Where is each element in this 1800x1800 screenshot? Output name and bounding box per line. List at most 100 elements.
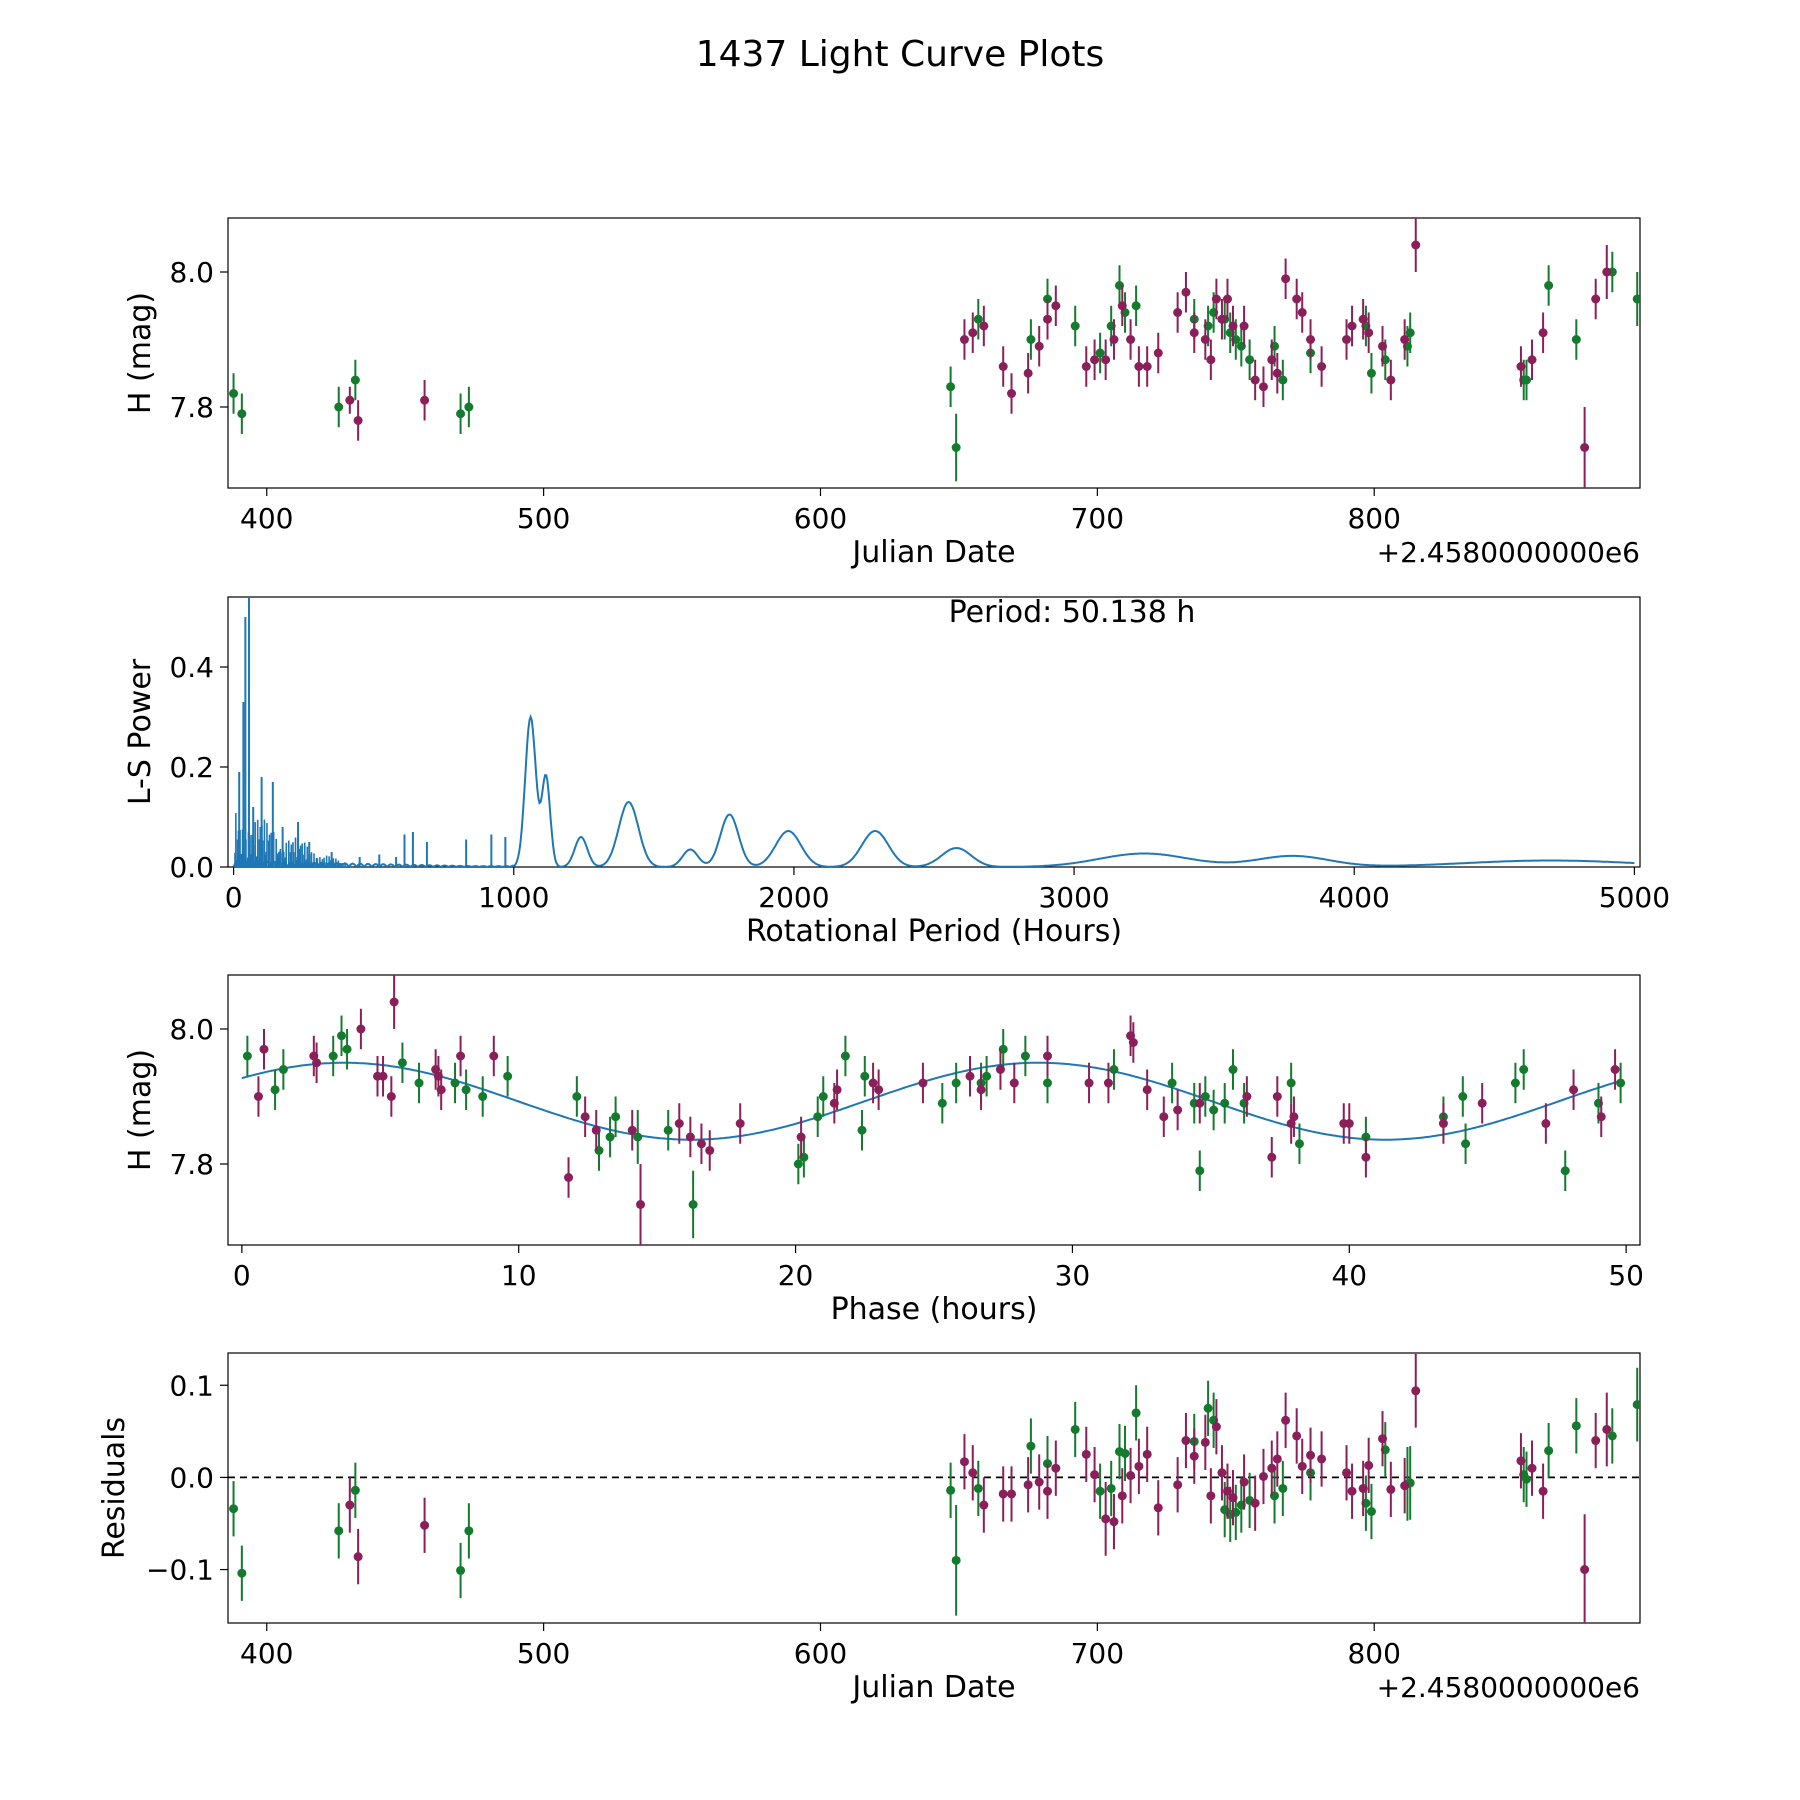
magenta-data-point: [1516, 1456, 1526, 1466]
magenta-data-point: [1200, 335, 1210, 344]
green-data-point: [397, 1058, 407, 1068]
green-data-point: [334, 1526, 344, 1536]
magenta-data-point: [1009, 1078, 1019, 1088]
magenta-data-point: [1109, 335, 1119, 344]
magenta-data-point: [1109, 1517, 1119, 1527]
magenta-data-point: [959, 1457, 969, 1467]
lightcurve-ytick-label: 7.8: [169, 391, 214, 424]
magenta-data-point: [1200, 1437, 1210, 1447]
green-data-point: [414, 1078, 424, 1088]
green-data-point: [1616, 1078, 1626, 1088]
green-data-point: [857, 1125, 867, 1135]
magenta-data-point: [1378, 1434, 1388, 1444]
magenta-data-point: [979, 1500, 989, 1510]
magenta-data-point: [1289, 1112, 1299, 1122]
magenta-data-point: [1153, 1503, 1163, 1513]
magenta-data-point: [1211, 294, 1221, 304]
periodogram-xlabel: Rotational Period (Hours): [746, 914, 1122, 949]
residuals-xtick-label: 700: [1071, 1637, 1124, 1670]
magenta-data-point: [1317, 362, 1327, 371]
magenta-data-point: [1051, 301, 1061, 311]
magenta-data-point: [1181, 287, 1191, 297]
residuals-offset-text: +2.4580000000e6: [1377, 1671, 1640, 1704]
magenta-data-point: [1222, 294, 1232, 304]
green-data-point: [1366, 1506, 1376, 1516]
green-data-point: [1026, 335, 1036, 344]
residuals-xlabel: Julian Date: [850, 1670, 1015, 1705]
green-data-point: [1095, 348, 1105, 358]
magenta-data-point: [1591, 294, 1601, 304]
green-data-point: [1366, 368, 1376, 378]
magenta-data-point: [1189, 1451, 1199, 1461]
magenta-data-point: [580, 1112, 590, 1122]
green-data-point: [1286, 1078, 1296, 1088]
magenta-data-point: [1358, 314, 1368, 324]
green-data-point: [1278, 1483, 1288, 1493]
magenta-data-point: [1411, 1386, 1421, 1396]
magenta-data-point: [1142, 362, 1152, 371]
lightcurve-offset-text: +2.4580000000e6: [1377, 536, 1640, 569]
magenta-data-point: [705, 1146, 715, 1155]
phased-xtick-label: 50: [1608, 1259, 1644, 1292]
green-data-point: [337, 1031, 347, 1041]
periodogram-xtick-label: 2000: [758, 881, 829, 914]
magenta-data-point: [1239, 321, 1249, 331]
periodogram-xtick-label: 1000: [478, 881, 549, 914]
periodogram-xtick-label: 4000: [1319, 881, 1390, 914]
green-data-point: [688, 1200, 698, 1209]
phased-xlabel: Phase (hours): [831, 1292, 1038, 1327]
lightcurve-ytick-label: 8.0: [169, 256, 214, 289]
magenta-data-point: [979, 321, 989, 331]
lightcurve-xlabel: Julian Date: [850, 535, 1015, 570]
magenta-data-point: [1267, 1152, 1277, 1162]
magenta-data-point: [1134, 1461, 1144, 1471]
magenta-data-point: [1292, 294, 1302, 304]
green-data-point: [793, 1159, 803, 1169]
periodogram-xtick-label: 0: [225, 881, 243, 914]
lightcurve-xtick-label: 700: [1071, 502, 1124, 535]
green-data-point: [1195, 1166, 1205, 1176]
magenta-data-point: [636, 1200, 646, 1209]
magenta-data-point: [353, 416, 363, 425]
green-data-point: [951, 1555, 961, 1565]
green-data-point: [605, 1132, 615, 1142]
green-data-point: [450, 1078, 460, 1088]
magenta-data-point: [1189, 328, 1199, 338]
magenta-data-point: [1206, 355, 1216, 365]
green-data-point: [1521, 375, 1531, 385]
green-data-point: [1095, 1486, 1105, 1496]
magenta-data-point: [1084, 1078, 1094, 1088]
green-data-point: [1209, 1105, 1219, 1115]
magenta-data-point: [564, 1173, 574, 1182]
magenta-data-point: [959, 335, 969, 344]
green-data-point: [973, 1483, 983, 1493]
magenta-data-point: [1051, 1463, 1061, 1473]
green-data-point: [818, 1092, 828, 1101]
green-data-point: [1070, 1424, 1080, 1434]
magenta-data-point: [1173, 1105, 1183, 1115]
magenta-data-point: [1297, 1461, 1307, 1471]
green-data-point: [456, 1565, 466, 1575]
green-data-point: [1120, 1448, 1130, 1458]
green-data-point: [633, 1132, 643, 1142]
magenta-data-point: [1347, 321, 1357, 331]
phased-panel: Phase (hours) H (mag) 0 10 20 30 40 50 7.8 8.0: [123, 974, 1644, 1327]
residuals-panel: Julian Date Residuals +2.4580000000e6 40…: [97, 1352, 1641, 1705]
magenta-data-point: [1411, 240, 1421, 250]
magenta-data-point: [1153, 348, 1163, 358]
magenta-data-point: [832, 1085, 842, 1095]
green-data-point: [937, 1098, 947, 1108]
magenta-data-point: [1117, 301, 1127, 311]
magenta-data-point: [1538, 328, 1548, 338]
magenta-data-point: [1117, 1491, 1127, 1501]
green-data-point: [840, 1051, 850, 1061]
magenta-data-point: [489, 1051, 499, 1061]
lightcurve-xtick-label: 600: [794, 502, 847, 535]
magenta-data-point: [1043, 1051, 1053, 1061]
green-data-point: [1203, 1403, 1213, 1413]
magenta-data-point: [420, 1520, 430, 1530]
periodogram-panel: Rotational Period (Hours) L-S Power Peri…: [123, 595, 1670, 949]
lightcurve-ylabel: H (mag): [123, 292, 158, 414]
magenta-data-point: [1306, 335, 1316, 344]
residuals-ytick-label: 0.1: [169, 1369, 214, 1402]
